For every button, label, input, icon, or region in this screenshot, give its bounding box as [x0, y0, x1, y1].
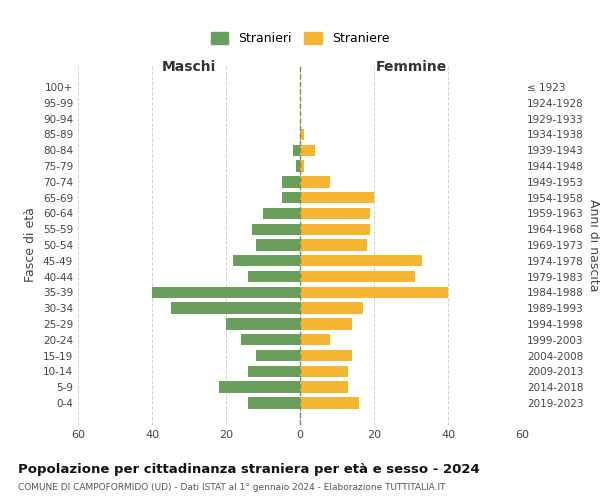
- Bar: [300, 286, 448, 298]
- Bar: [300, 240, 367, 250]
- Bar: [252, 224, 300, 235]
- Bar: [300, 334, 329, 345]
- Y-axis label: Anni di nascita: Anni di nascita: [587, 198, 600, 291]
- Bar: [281, 192, 300, 203]
- Text: Popolazione per cittadinanza straniera per età e sesso - 2024: Popolazione per cittadinanza straniera p…: [18, 462, 480, 475]
- Bar: [300, 318, 352, 330]
- Bar: [300, 208, 370, 219]
- Bar: [293, 144, 300, 156]
- Bar: [300, 271, 415, 282]
- Text: COMUNE DI CAMPOFORMIDO (UD) - Dati ISTAT al 1° gennaio 2024 - Elaborazione TUTTI: COMUNE DI CAMPOFORMIDO (UD) - Dati ISTAT…: [18, 484, 445, 492]
- Text: Maschi: Maschi: [162, 60, 216, 74]
- Bar: [300, 192, 374, 203]
- Bar: [300, 144, 315, 156]
- Bar: [263, 208, 300, 219]
- Bar: [152, 286, 300, 298]
- Y-axis label: Fasce di età: Fasce di età: [25, 208, 37, 282]
- Bar: [233, 255, 300, 266]
- Bar: [218, 382, 300, 393]
- Bar: [248, 271, 300, 282]
- Bar: [256, 240, 300, 250]
- Text: Femmine: Femmine: [376, 60, 446, 74]
- Bar: [300, 350, 352, 362]
- Legend: Stranieri, Straniere: Stranieri, Straniere: [211, 32, 389, 45]
- Bar: [226, 318, 300, 330]
- Bar: [248, 366, 300, 377]
- Bar: [248, 398, 300, 408]
- Bar: [300, 160, 304, 172]
- Bar: [300, 302, 363, 314]
- Bar: [300, 128, 304, 140]
- Bar: [241, 334, 300, 345]
- Bar: [281, 176, 300, 188]
- Bar: [300, 366, 348, 377]
- Bar: [300, 176, 329, 188]
- Bar: [256, 350, 300, 362]
- Bar: [300, 224, 370, 235]
- Bar: [300, 255, 422, 266]
- Bar: [296, 160, 300, 172]
- Bar: [300, 382, 348, 393]
- Bar: [300, 398, 359, 408]
- Bar: [170, 302, 300, 314]
